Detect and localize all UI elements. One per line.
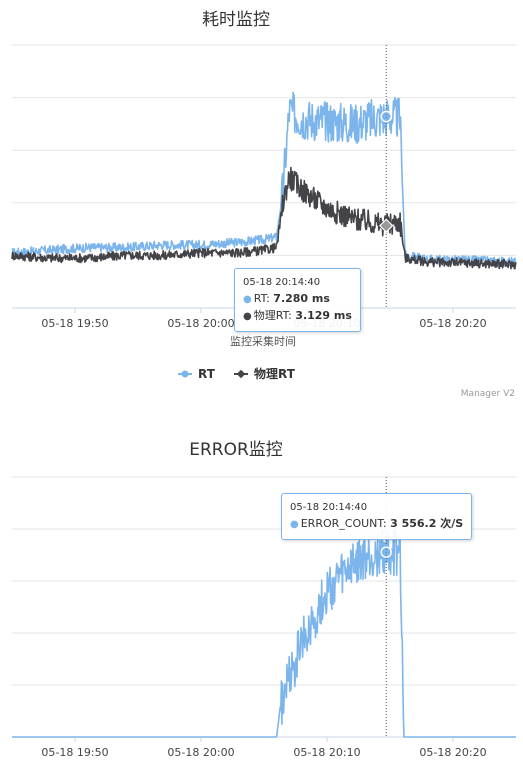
tooltip-value: 3.129 ms xyxy=(295,309,352,322)
hover-marker xyxy=(379,218,394,233)
tooltip-label: 物理RT: xyxy=(253,309,296,322)
series-dot-icon: ● xyxy=(290,519,299,530)
tooltip-time: 05-18 20:14:40 xyxy=(243,277,321,288)
error-chart-hover-markers xyxy=(380,546,392,558)
x-tick-label: 05-18 20:20 xyxy=(419,317,486,330)
rt-chart-tooltip: 05-18 20:14:40 ● RT: 7.280 ms ● 物理RT: 3.12… xyxy=(234,268,361,332)
rt-chart-legend[interactable]: RT 物理RT xyxy=(178,366,296,381)
tooltip-value: 3 556.2 次/S xyxy=(390,517,464,530)
error-chart-series xyxy=(11,528,517,738)
x-tick-label: 05-18 19:50 xyxy=(41,746,108,759)
tooltip-time: 05-18 20:14:40 xyxy=(290,502,368,513)
rt-chart-title: 耗时监控 xyxy=(202,10,270,30)
error-chart-title: ERROR监控 xyxy=(189,440,283,460)
hover-marker xyxy=(380,111,392,123)
legend-item-1[interactable]: 物理RT xyxy=(234,366,296,381)
series-line-0 xyxy=(11,91,517,267)
series-line-1 xyxy=(11,166,517,270)
tooltip-label: ERROR_COUNT: xyxy=(300,517,391,530)
legend-marker xyxy=(181,370,189,378)
error-chart-tooltip: 05-18 20:14:40 ● ERROR_COUNT: 3 556.2 次/S xyxy=(281,493,473,540)
tooltip-label: RT: xyxy=(253,292,274,305)
x-tick-label: 05-18 20:00 xyxy=(167,746,234,759)
legend-item-0[interactable]: RT xyxy=(178,367,216,381)
series-dot-icon: ● xyxy=(243,311,252,322)
legend-label: RT xyxy=(198,367,216,381)
legend-label: 物理RT xyxy=(254,366,296,381)
error-chart: ERROR监控 05-18 19:50 05-18 20:00 05-18 20:1… xyxy=(11,440,517,759)
error-chart-x-ticks: 05-18 19:50 05-18 20:00 05-18 20:10 05-18 2… xyxy=(41,737,487,759)
credits-label[interactable]: Manager V2 xyxy=(461,389,515,399)
x-tick-label: 05-18 20:00 xyxy=(167,317,234,330)
series-line-0 xyxy=(11,528,517,738)
x-tick-label: 05-18 20:20 xyxy=(419,746,486,759)
x-tick-label: 05-18 20:10 xyxy=(293,746,360,759)
tooltip-row-error-count: ● ERROR_COUNT: 3 556.2 次/S xyxy=(290,516,463,533)
hover-marker xyxy=(380,546,392,558)
series-dot-icon: ● xyxy=(243,294,252,305)
tooltip-row-rt: ● RT: 7.280 ms xyxy=(243,291,352,308)
rt-chart-x-axis-label: 监控采集时间 xyxy=(230,334,296,348)
x-tick-label: 05-18 19:50 xyxy=(41,317,108,330)
legend-marker xyxy=(236,369,246,379)
rt-chart-series xyxy=(11,91,517,270)
tooltip-row-physical-rt: ● 物理RT: 3.129 ms xyxy=(243,308,352,325)
rt-chart-grid xyxy=(12,44,516,309)
tooltip-value: 7.280 ms xyxy=(273,292,330,305)
rt-chart-hover-markers xyxy=(379,110,394,233)
